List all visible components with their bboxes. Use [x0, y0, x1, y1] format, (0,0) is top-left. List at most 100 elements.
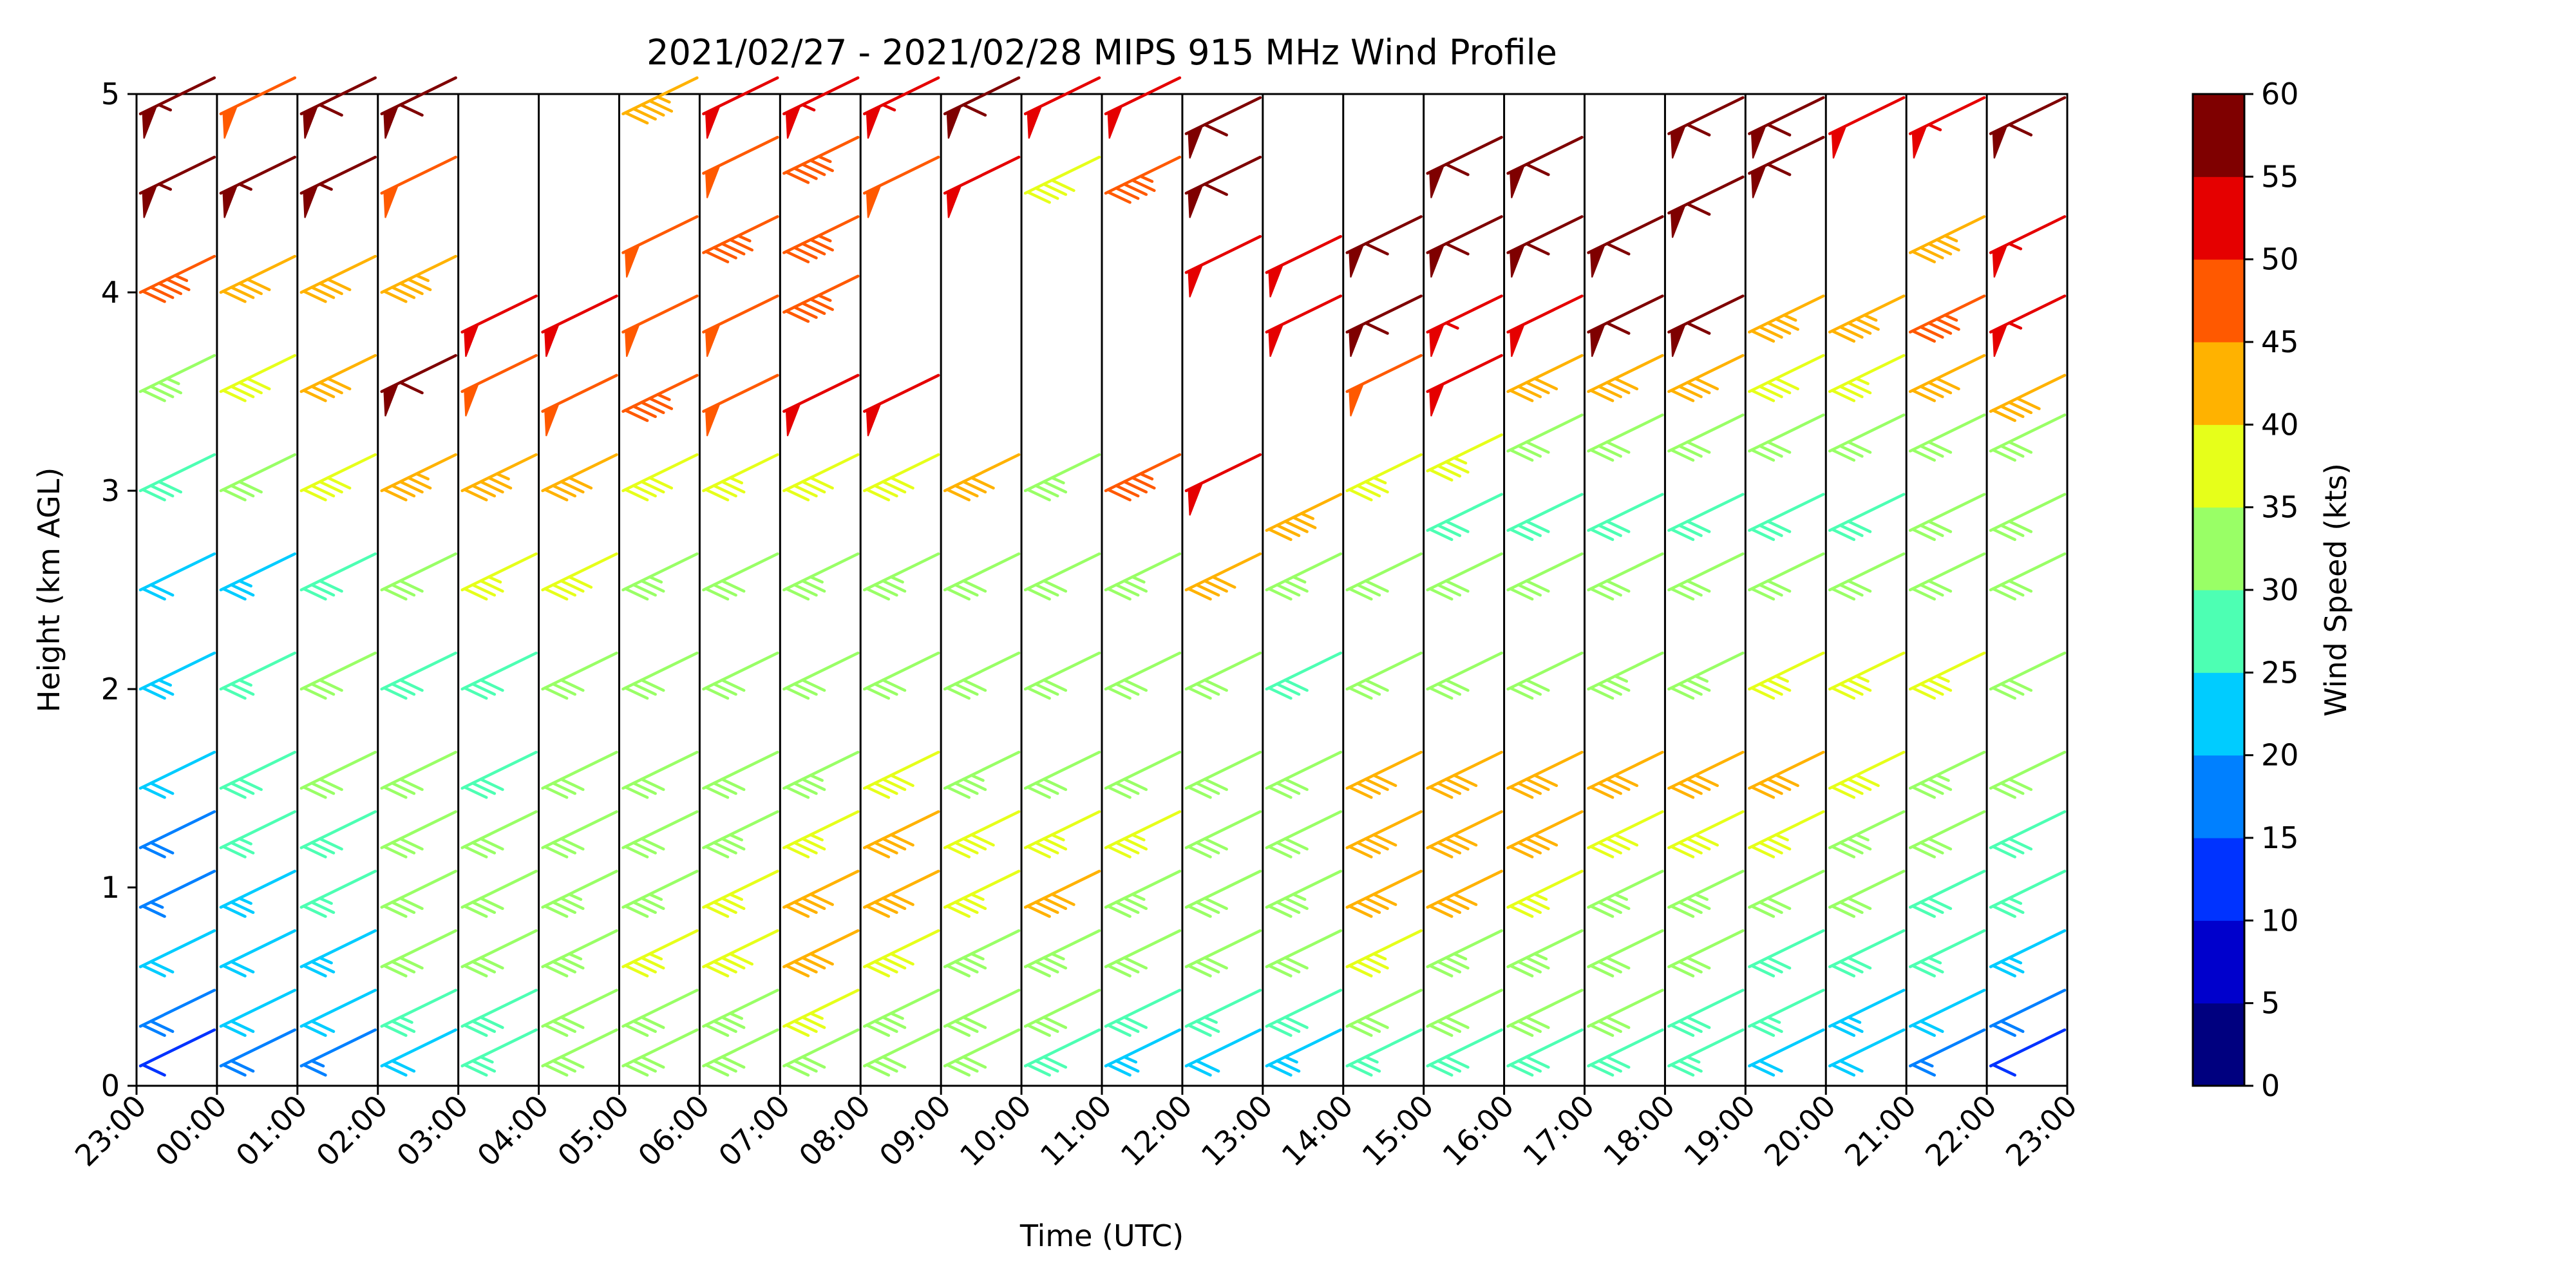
- barb-full: [865, 845, 891, 858]
- wind-barb: [541, 750, 618, 799]
- wind-barb: [1908, 413, 1986, 462]
- barb-full: [1605, 896, 1631, 911]
- x-tick-label: 06:00: [631, 1088, 716, 1173]
- barb-full: [1187, 785, 1212, 799]
- barb-full: [1678, 384, 1703, 399]
- barb-full: [390, 583, 416, 597]
- wind-barb: [702, 810, 779, 858]
- barb-staff: [1748, 413, 1825, 453]
- barb-full: [793, 781, 818, 795]
- barb-full: [889, 952, 914, 966]
- barb-full: [1508, 964, 1534, 978]
- barb-staff: [219, 254, 297, 294]
- barb-full: [1766, 162, 1792, 176]
- barb-full: [1605, 678, 1631, 692]
- barb-full: [1034, 186, 1059, 200]
- barb-full: [1187, 1063, 1212, 1077]
- barb-half: [800, 103, 816, 112]
- barb-full: [390, 781, 416, 795]
- barb-full: [1750, 1023, 1776, 1037]
- barb-full: [623, 408, 649, 422]
- barb-half: [1203, 1016, 1218, 1024]
- barb-full: [1372, 893, 1397, 906]
- barb-full: [1597, 1059, 1622, 1073]
- barb-full: [623, 111, 649, 125]
- barb-full: [1846, 956, 1872, 970]
- barb-full: [865, 964, 891, 978]
- barb-full: [1766, 381, 1792, 395]
- barb-full: [1758, 384, 1783, 399]
- barb-staff: [541, 810, 618, 849]
- wind-barb: [1667, 175, 1745, 238]
- barb-staff: [1748, 493, 1825, 532]
- barb-staff: [1506, 651, 1584, 691]
- wind-barb: [863, 374, 940, 437]
- barb-full: [1508, 388, 1534, 402]
- barb-full: [1436, 682, 1462, 696]
- barb-staff: [1989, 651, 2067, 691]
- wind-barb: [782, 989, 860, 1037]
- wind-barb: [1587, 929, 1664, 978]
- barb-staff: [299, 1028, 377, 1068]
- barb-full: [1364, 1016, 1389, 1029]
- barb-half: [970, 952, 985, 961]
- barb-full: [1911, 1063, 1937, 1077]
- barb-full: [479, 579, 504, 593]
- barb-full: [1669, 964, 1695, 978]
- wind-barb: [380, 354, 457, 417]
- barb-full: [1283, 520, 1309, 533]
- wind-barb: [1023, 453, 1101, 502]
- barb-staff: [299, 929, 377, 969]
- barb-full: [1114, 682, 1140, 696]
- barb-full: [1436, 841, 1462, 855]
- barb-full: [149, 285, 175, 299]
- barb-full: [302, 1023, 327, 1037]
- barb-half: [970, 893, 985, 901]
- barb-full: [141, 686, 166, 700]
- barb-full: [1348, 904, 1373, 918]
- barb-full: [1766, 678, 1792, 692]
- barb-flag: [1107, 104, 1124, 139]
- barb-full: [463, 686, 488, 700]
- wind-barb: [1104, 453, 1182, 502]
- barb-full: [463, 964, 488, 978]
- barb-full: [1106, 488, 1132, 502]
- barb-full: [623, 1023, 649, 1037]
- barb-full: [640, 1055, 665, 1069]
- wind-barb: [621, 552, 699, 601]
- barb-staff: [1828, 413, 1906, 453]
- wind-barb: [621, 929, 699, 978]
- barb-full: [1291, 516, 1317, 529]
- barb-staff: [299, 254, 377, 294]
- wind-barb: [1506, 294, 1584, 357]
- wind-barb: [1989, 215, 2067, 278]
- barb-full: [1525, 440, 1550, 454]
- barb-half: [1855, 833, 1870, 842]
- barb-full: [302, 845, 327, 858]
- wind-barb: [702, 989, 779, 1037]
- barb-full: [1758, 325, 1783, 339]
- barb-full: [1750, 785, 1776, 799]
- barb-flag: [1670, 124, 1687, 159]
- barb-staff: [1748, 1028, 1825, 1068]
- barb-full: [302, 964, 327, 978]
- barb-full: [623, 488, 649, 502]
- barb-full: [1589, 527, 1615, 542]
- barb-staff: [943, 552, 1021, 592]
- barb-full: [632, 107, 657, 121]
- wind-barb: [1748, 493, 1825, 542]
- barb-full: [970, 833, 995, 847]
- barb-full: [961, 956, 987, 970]
- barb-full: [1114, 1019, 1140, 1033]
- barb-flag: [1670, 204, 1687, 238]
- colorbar-segment: [2193, 755, 2244, 838]
- barb-full: [632, 484, 657, 498]
- barb-half: [1139, 175, 1154, 183]
- wind-barb: [1667, 989, 1745, 1037]
- barb-full: [471, 841, 497, 855]
- wind-barb: [380, 989, 457, 1037]
- barb-full: [648, 476, 674, 490]
- barb-full: [793, 841, 818, 855]
- wind-barb: [943, 810, 1021, 858]
- barb-full: [149, 682, 175, 696]
